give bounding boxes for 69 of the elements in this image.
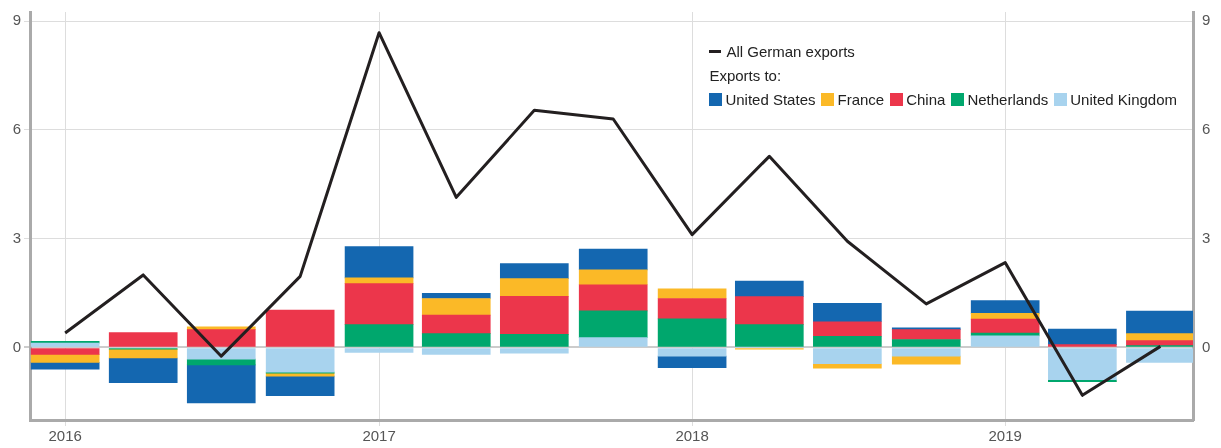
bar xyxy=(344,283,414,325)
bar xyxy=(265,348,335,373)
bar xyxy=(30,362,100,370)
y2-tick-label: 0 xyxy=(1202,337,1211,355)
y-tick-label: 6 xyxy=(12,120,21,138)
legend-label: France xyxy=(837,89,885,110)
bar xyxy=(891,329,961,340)
bar xyxy=(578,248,648,271)
legend-label: All German exports xyxy=(726,41,855,62)
bar xyxy=(970,318,1040,334)
y2-tick-label: 3 xyxy=(1202,228,1211,246)
legend-title: Exports to: xyxy=(709,65,783,86)
bar xyxy=(813,321,882,337)
y-tick-label: 3 xyxy=(12,228,21,246)
legend-label: United Kingdom xyxy=(1070,89,1177,110)
bar xyxy=(344,348,414,353)
bar xyxy=(813,348,882,365)
legend-label: Netherlands xyxy=(967,89,1049,110)
bar xyxy=(578,284,648,312)
bar xyxy=(30,354,100,363)
y-tick-label: 0 xyxy=(12,337,21,355)
bar xyxy=(1048,348,1117,381)
bar xyxy=(657,348,727,357)
bar xyxy=(657,288,727,299)
bar xyxy=(734,296,804,325)
bar xyxy=(813,335,882,347)
bar xyxy=(108,348,178,359)
bar xyxy=(186,364,256,404)
bar xyxy=(499,263,569,279)
bar xyxy=(1048,328,1117,345)
x-tick-label: 2016 xyxy=(48,427,82,445)
x-tick-label: 2019 xyxy=(988,427,1022,445)
bar xyxy=(891,339,961,347)
bar xyxy=(657,298,727,320)
bar xyxy=(499,348,569,354)
legend-label: China xyxy=(906,89,946,110)
bar xyxy=(891,348,961,357)
bar xyxy=(344,246,414,279)
bar xyxy=(578,337,648,347)
bar xyxy=(734,324,804,347)
bar xyxy=(30,348,100,355)
bar xyxy=(734,280,804,298)
bar xyxy=(265,375,335,397)
bar xyxy=(578,310,648,339)
legend-label: United States xyxy=(725,89,816,110)
bar xyxy=(108,332,178,347)
bar xyxy=(108,357,178,383)
bar xyxy=(186,348,256,360)
y2-tick-label: 9 xyxy=(1202,11,1211,29)
x-tick-label: 2018 xyxy=(675,427,709,445)
bar xyxy=(421,314,491,335)
bar xyxy=(970,300,1040,314)
bar xyxy=(344,324,414,347)
bar xyxy=(421,333,491,347)
bar xyxy=(1048,344,1117,347)
bar xyxy=(813,302,882,323)
bar xyxy=(499,334,569,347)
bar xyxy=(421,348,491,355)
bar xyxy=(421,298,491,316)
x-tick-label: 2017 xyxy=(362,427,396,445)
bar xyxy=(499,278,569,297)
bar xyxy=(499,296,569,335)
bar xyxy=(578,269,648,286)
bar xyxy=(265,309,335,347)
y2-tick-label: 6 xyxy=(1202,120,1211,138)
bar xyxy=(186,358,256,366)
bar xyxy=(970,335,1040,347)
bar xyxy=(657,318,727,347)
y-tick-label: 9 xyxy=(12,11,21,29)
